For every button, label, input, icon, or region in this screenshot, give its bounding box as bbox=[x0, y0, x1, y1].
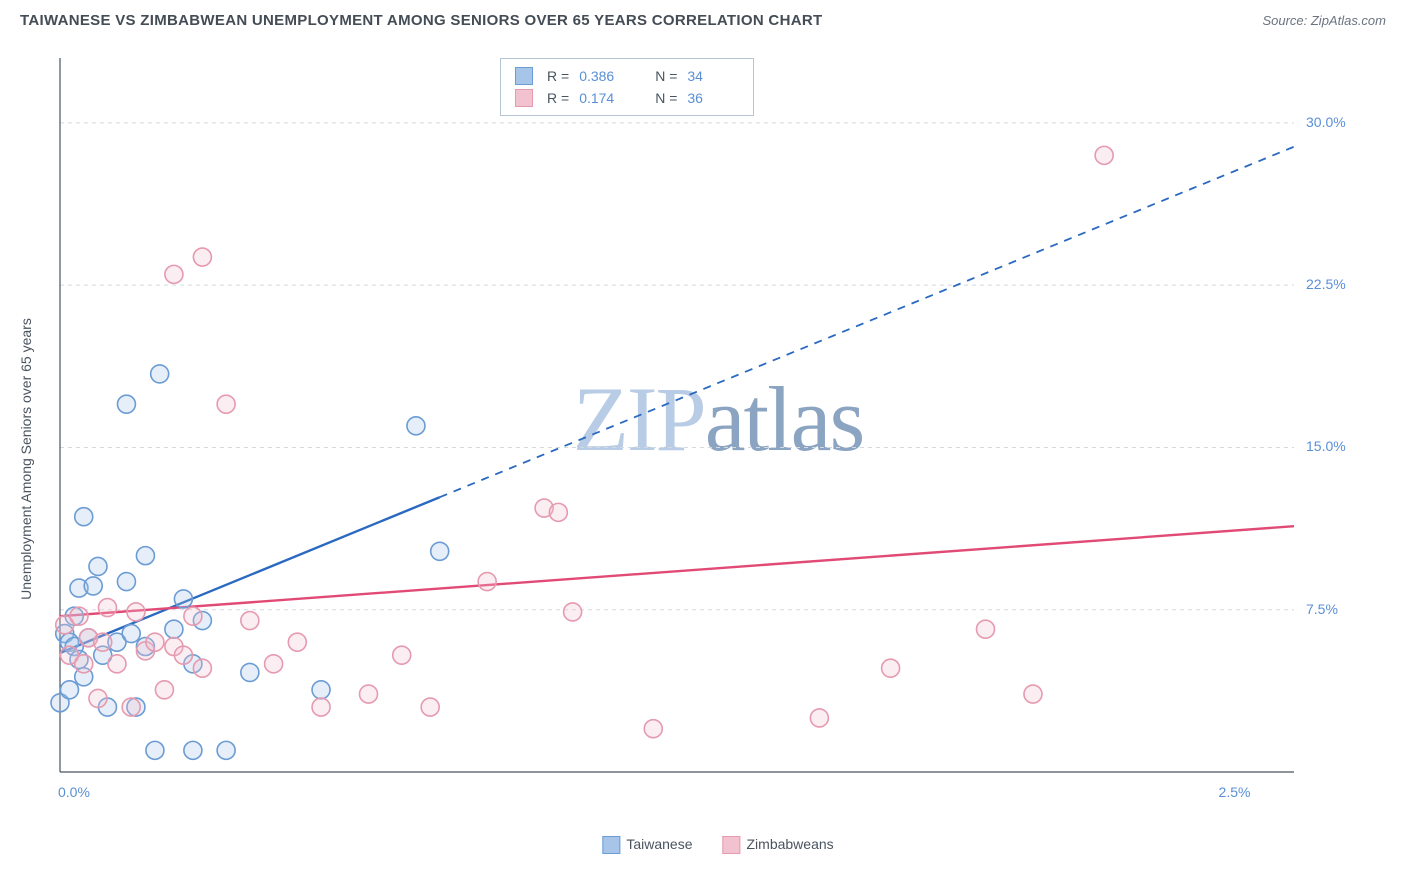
source-attribution: Source: ZipAtlas.com bbox=[1262, 12, 1386, 30]
source-label: Source: bbox=[1262, 13, 1310, 28]
legend-item: Zimbabweans bbox=[723, 836, 834, 854]
legend-bottom: Taiwanese Zimbabweans bbox=[602, 836, 833, 854]
stats-r-label: R = bbox=[547, 68, 569, 84]
stats-n-value: 36 bbox=[687, 90, 739, 106]
source-value: ZipAtlas.com bbox=[1311, 13, 1386, 28]
stats-swatch bbox=[515, 67, 533, 85]
y-tick-label: 22.5% bbox=[1306, 276, 1346, 292]
legend-label: Zimbabweans bbox=[747, 836, 834, 852]
legend-label: Taiwanese bbox=[626, 836, 692, 852]
y-tick-label: 7.5% bbox=[1306, 601, 1338, 617]
legend-swatch bbox=[602, 836, 620, 854]
correlation-stats-box: R = 0.386 N = 34 R = 0.174 N = 36 bbox=[500, 58, 754, 116]
stats-row: R = 0.386 N = 34 bbox=[515, 65, 739, 87]
stats-r-value: 0.386 bbox=[579, 68, 631, 84]
stats-n-label: N = bbox=[655, 90, 677, 106]
stats-row: R = 0.174 N = 36 bbox=[515, 87, 739, 109]
scatter-plot bbox=[50, 48, 1360, 818]
stats-r-label: R = bbox=[547, 90, 569, 106]
y-axis-label: Unemployment Among Seniors over 65 years bbox=[18, 318, 34, 600]
y-tick-label: 15.0% bbox=[1306, 438, 1346, 454]
stats-n-value: 34 bbox=[687, 68, 739, 84]
stats-n-label: N = bbox=[655, 68, 677, 84]
y-tick-label: 30.0% bbox=[1306, 114, 1346, 130]
legend-swatch bbox=[723, 836, 741, 854]
page-title: TAIWANESE VS ZIMBABWEAN UNEMPLOYMENT AMO… bbox=[20, 12, 822, 29]
x-tick-label: 0.0% bbox=[58, 784, 90, 800]
stats-swatch bbox=[515, 89, 533, 107]
x-tick-label: 2.5% bbox=[1219, 784, 1251, 800]
stats-r-value: 0.174 bbox=[579, 90, 631, 106]
legend-item: Taiwanese bbox=[602, 836, 692, 854]
chart-container: Unemployment Among Seniors over 65 years… bbox=[50, 48, 1386, 854]
